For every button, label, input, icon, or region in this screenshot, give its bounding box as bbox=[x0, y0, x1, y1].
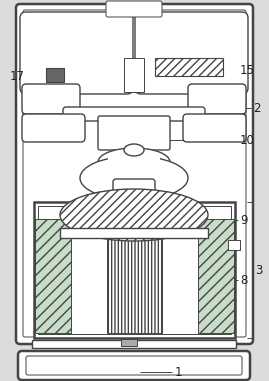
Bar bbox=[155, 58, 223, 76]
Ellipse shape bbox=[60, 189, 208, 241]
FancyBboxPatch shape bbox=[18, 351, 250, 380]
FancyBboxPatch shape bbox=[135, 12, 248, 94]
Text: 3: 3 bbox=[255, 264, 262, 277]
FancyBboxPatch shape bbox=[22, 84, 80, 114]
Text: 10: 10 bbox=[240, 133, 255, 147]
Text: 15: 15 bbox=[240, 64, 255, 77]
FancyBboxPatch shape bbox=[183, 114, 246, 142]
Bar bbox=[60, 228, 208, 238]
Bar bbox=[107, 219, 162, 333]
FancyBboxPatch shape bbox=[63, 107, 205, 121]
Bar bbox=[34, 202, 235, 338]
Text: 2: 2 bbox=[253, 101, 260, 115]
Ellipse shape bbox=[124, 144, 144, 156]
Text: 8: 8 bbox=[240, 274, 247, 287]
FancyBboxPatch shape bbox=[113, 179, 155, 201]
Bar bbox=[108, 154, 160, 172]
FancyBboxPatch shape bbox=[188, 84, 246, 114]
FancyBboxPatch shape bbox=[106, 1, 162, 17]
Text: 9: 9 bbox=[240, 213, 247, 226]
FancyBboxPatch shape bbox=[22, 114, 85, 142]
FancyBboxPatch shape bbox=[98, 116, 170, 150]
Bar bbox=[121, 339, 137, 346]
Text: 17: 17 bbox=[10, 69, 25, 83]
Bar bbox=[26, 88, 242, 155]
FancyBboxPatch shape bbox=[20, 12, 133, 94]
Bar bbox=[124, 58, 144, 92]
Bar bbox=[228, 240, 240, 250]
Bar bbox=[46, 68, 64, 82]
Text: 1: 1 bbox=[175, 365, 182, 378]
Ellipse shape bbox=[98, 148, 170, 176]
Bar bbox=[32, 340, 236, 348]
FancyBboxPatch shape bbox=[16, 4, 253, 344]
Ellipse shape bbox=[80, 156, 188, 200]
Bar bbox=[38, 206, 231, 334]
Bar bbox=[198, 219, 234, 333]
Bar bbox=[35, 219, 71, 333]
